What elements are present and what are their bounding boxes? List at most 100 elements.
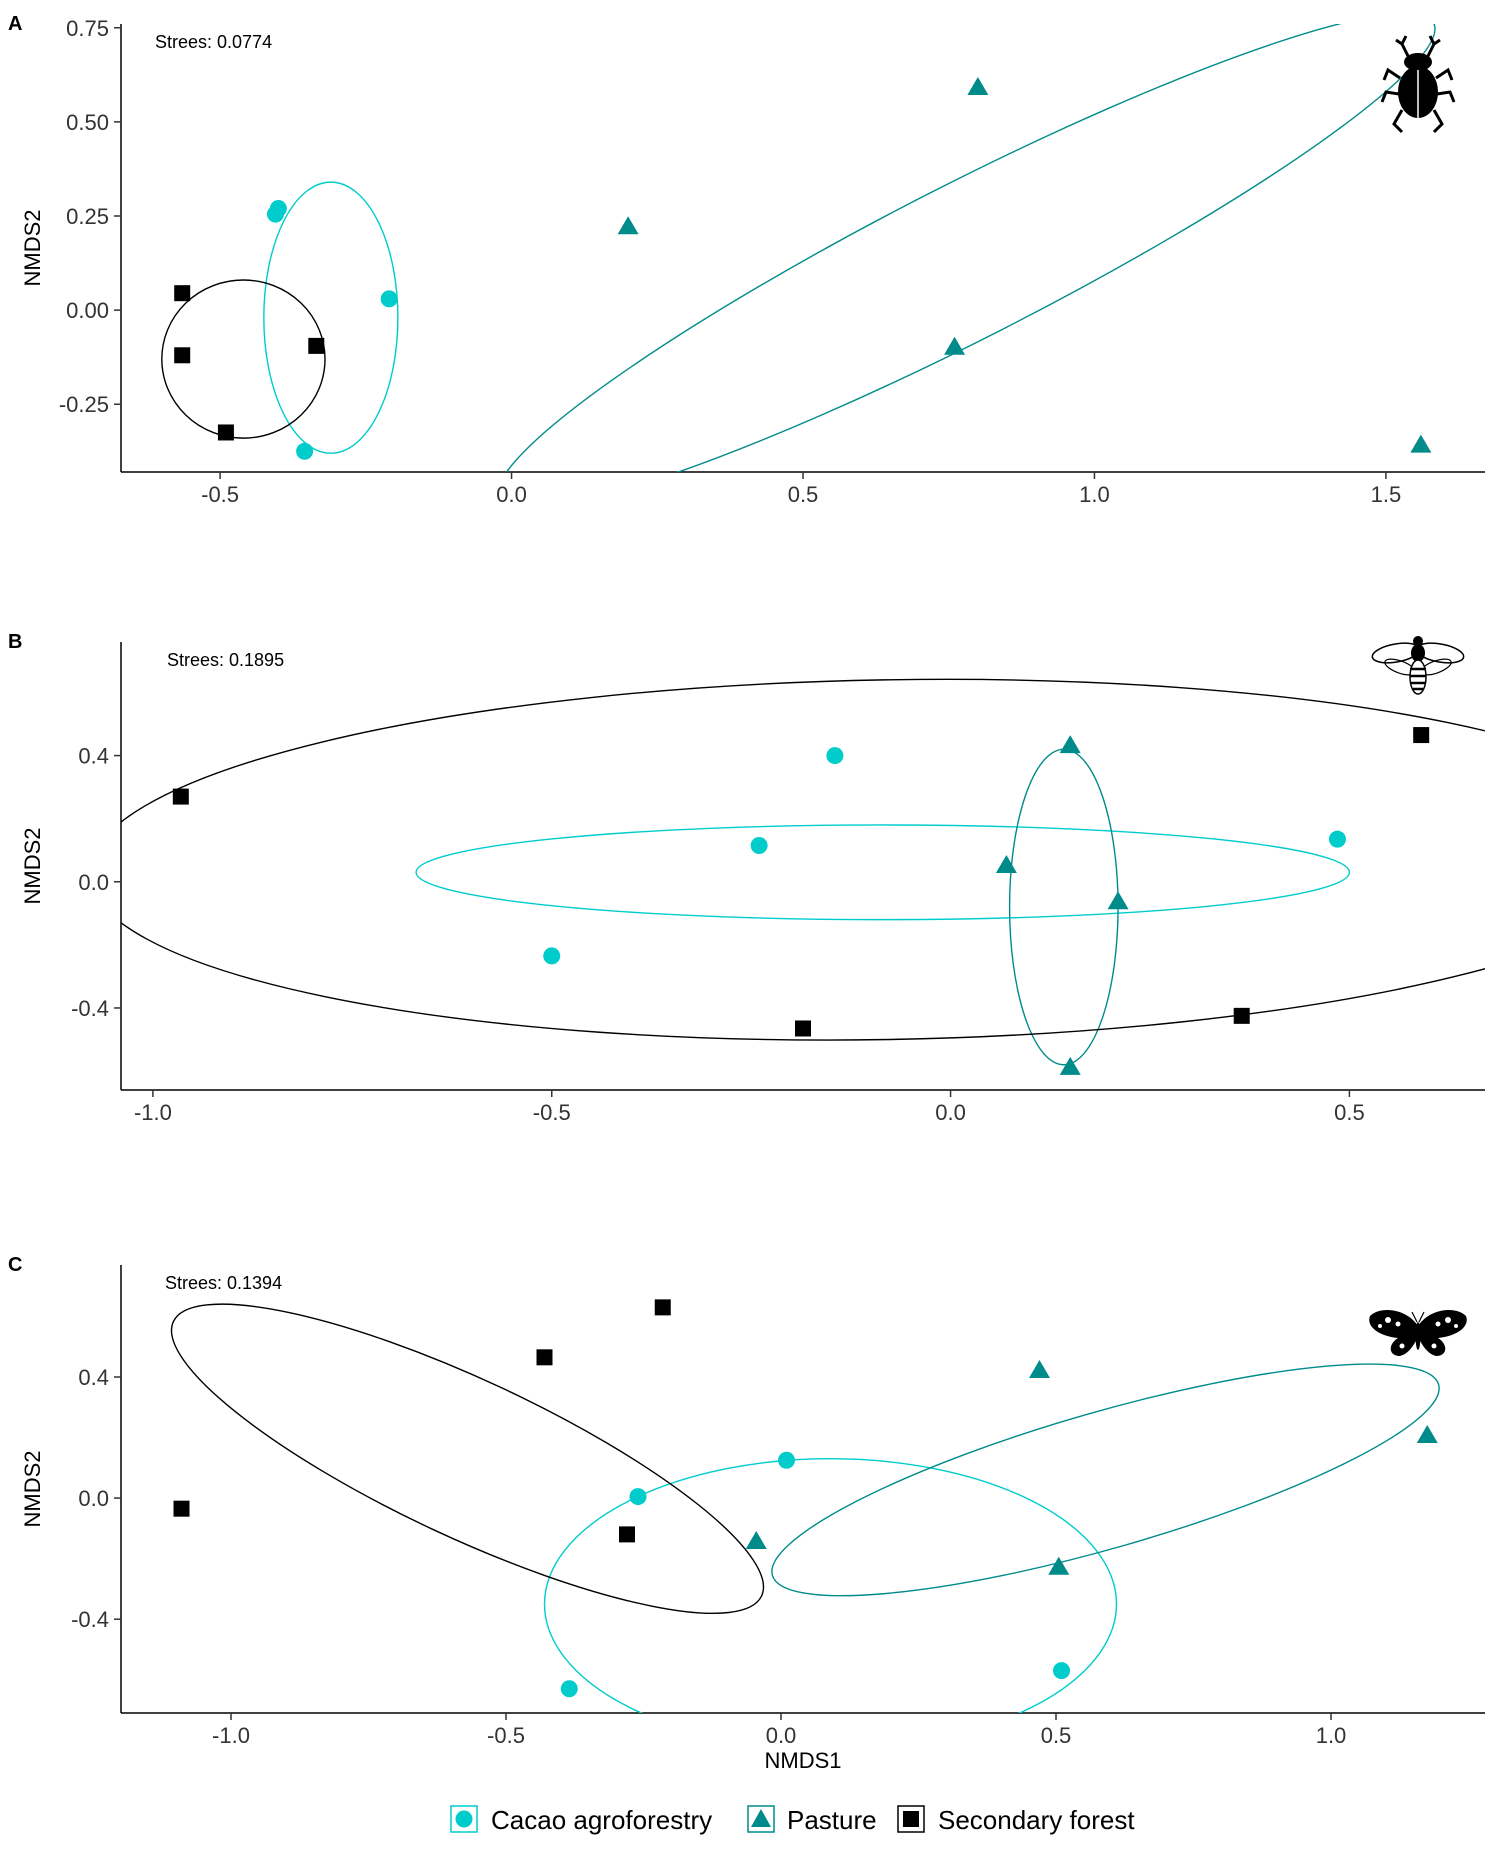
point-cacao-a xyxy=(266,205,284,223)
y-tick-label-b: 0.0 xyxy=(78,870,109,895)
point-secondary-b xyxy=(172,788,189,805)
point-cacao-c xyxy=(560,1680,578,1698)
y-axis-title-a: NMDS2 xyxy=(20,209,45,286)
y-tick-label-c: -0.4 xyxy=(71,1607,109,1632)
plot-area-c: -1.0 -0.5 0.0 0.5 1.0 -0.4 0.0 0.4 Strees: 0.139… xyxy=(71,1265,1485,1748)
legend-label-cacao: Cacao agroforestry xyxy=(491,1805,712,1835)
panel-letter-a: A xyxy=(8,13,22,35)
panel-b: B NMDS2 -1.0 -0.5 0.0 0.5 -0.4 0.0 0.4 Strees: … xyxy=(8,631,1485,1125)
x-tick-label-b: 0.5 xyxy=(1334,1100,1365,1125)
x-tick-label-c: -1.0 xyxy=(212,1723,250,1748)
plot-area-b: -1.0 -0.5 0.0 0.5 -0.4 0.0 0.4 Strees: 0.1895 xyxy=(71,642,1485,1125)
x-tick-label-c: -0.5 xyxy=(487,1723,525,1748)
point-cacao-c xyxy=(778,1451,795,1469)
ellipse-secondary-a xyxy=(161,279,326,439)
point-cacao-b xyxy=(1328,830,1346,848)
point-secondary-b xyxy=(1233,1007,1250,1024)
panel-c: C NMDS2 -1.0 -0.5 0.0 0.5 1.0 -0.4 0.0 0.4 Stree… xyxy=(8,1254,1485,1773)
point-pasture-a xyxy=(1410,434,1432,453)
ellipse-pasture-a xyxy=(496,24,1436,472)
legend-label-secondary: Secondary forest xyxy=(938,1805,1135,1835)
legend-square-icon xyxy=(903,1811,919,1827)
x-tick-label-a: 0.5 xyxy=(788,482,819,507)
stress-label-a: Strees: 0.0774 xyxy=(155,32,272,52)
legend-triangle-icon xyxy=(751,1809,771,1827)
x-tick-label-b: -1.0 xyxy=(134,1100,172,1125)
point-cacao-b xyxy=(826,747,844,765)
x-axis-title-c: NMDS1 xyxy=(764,1748,841,1773)
data-layer-a xyxy=(161,24,1436,472)
point-pasture-b xyxy=(1059,735,1081,754)
y-axis-title-b: NMDS2 xyxy=(20,827,45,904)
legend-circle-icon xyxy=(455,1810,473,1828)
legend-item-pasture: Pasture xyxy=(747,1805,877,1835)
y-axis-title-c: NMDS2 xyxy=(20,1450,45,1527)
y-tick-label-a: -0.25 xyxy=(59,392,109,417)
y-tick-label-b: -0.4 xyxy=(71,996,109,1021)
y-tick-label-c: 0.4 xyxy=(78,1365,109,1390)
x-tick-label-c: 0.5 xyxy=(1041,1723,1072,1748)
x-tick-label-a: 1.5 xyxy=(1371,482,1402,507)
point-secondary-c xyxy=(173,1500,190,1517)
point-pasture-a xyxy=(944,336,966,355)
point-cacao-a xyxy=(296,442,314,460)
ellipse-secondary-c xyxy=(170,1303,765,1615)
point-secondary-a xyxy=(174,285,191,302)
point-pasture-c xyxy=(745,1530,767,1549)
ellipse-pasture-c xyxy=(771,1363,1440,1597)
plot-area-a: -0.5 0.0 0.5 1.0 1.5 -0.25 0.00 0.25 0.50 0.75 Str… xyxy=(59,16,1485,507)
legend: Cacao agroforestry Pasture Secondary for… xyxy=(450,1805,1135,1835)
point-pasture-b xyxy=(1059,1056,1081,1075)
legend-item-secondary: Secondary forest xyxy=(897,1805,1135,1835)
bee-icon xyxy=(1371,636,1465,695)
x-tick-label-b: 0.0 xyxy=(935,1100,966,1125)
point-pasture-c xyxy=(1416,1425,1438,1444)
point-secondary-c xyxy=(536,1349,553,1366)
point-secondary-a xyxy=(308,337,325,354)
y-tick-label-c: 0.0 xyxy=(78,1486,109,1511)
y-tick-label-a: 0.50 xyxy=(66,110,109,135)
point-secondary-a xyxy=(217,424,234,441)
x-tick-label-b: -0.5 xyxy=(533,1100,571,1125)
butterfly-icon xyxy=(1369,1310,1467,1356)
point-pasture-a xyxy=(617,216,639,235)
x-tick-label-a: -0.5 xyxy=(201,482,239,507)
ellipse-cacao-b xyxy=(415,824,1351,921)
ellipse-cacao-c xyxy=(543,1458,1118,1713)
point-secondary-b xyxy=(1413,727,1430,744)
y-tick-label-a: 0.25 xyxy=(66,204,109,229)
point-secondary-c xyxy=(619,1526,635,1543)
x-tick-label-c: 0.0 xyxy=(766,1723,797,1748)
point-secondary-a xyxy=(174,347,191,364)
point-cacao-b xyxy=(750,836,768,854)
point-pasture-a xyxy=(967,77,989,95)
point-cacao-b xyxy=(543,947,561,965)
x-tick-label-a: 0.0 xyxy=(496,482,527,507)
point-secondary-b xyxy=(795,1020,811,1037)
stress-label-c: Strees: 0.1394 xyxy=(165,1273,282,1293)
x-tick-label-a: 1.0 xyxy=(1079,482,1110,507)
point-pasture-c xyxy=(1029,1359,1050,1378)
stress-label-b: Strees: 0.1895 xyxy=(167,650,284,670)
legend-item-cacao: Cacao agroforestry xyxy=(450,1805,712,1835)
y-tick-label-a: 0.00 xyxy=(66,298,109,323)
beetle-icon xyxy=(1380,35,1456,134)
point-secondary-c xyxy=(654,1299,671,1316)
y-tick-label-b: 0.4 xyxy=(78,744,109,769)
point-cacao-a xyxy=(380,290,398,308)
data-layer-c xyxy=(170,1299,1440,1713)
point-cacao-c xyxy=(1053,1662,1070,1680)
ellipse-pasture-b xyxy=(1008,748,1119,1066)
y-tick-label-a: 0.75 xyxy=(66,16,109,41)
point-pasture-b xyxy=(1107,891,1129,910)
panel-letter-b: B xyxy=(8,631,22,653)
legend-label-pasture: Pasture xyxy=(787,1805,877,1835)
x-tick-label-c: 1.0 xyxy=(1316,1723,1347,1748)
ellipse-cacao-a xyxy=(263,181,399,454)
panel-a: A NMDS2 -0.5 0.0 0.5 1.0 1.5 -0.25 0.00 0.25 0.5… xyxy=(8,13,1485,507)
data-layer-b xyxy=(121,678,1485,1075)
panel-letter-c: C xyxy=(8,1254,22,1276)
point-cacao-c xyxy=(629,1488,647,1506)
ellipse-secondary-b xyxy=(121,678,1485,1041)
